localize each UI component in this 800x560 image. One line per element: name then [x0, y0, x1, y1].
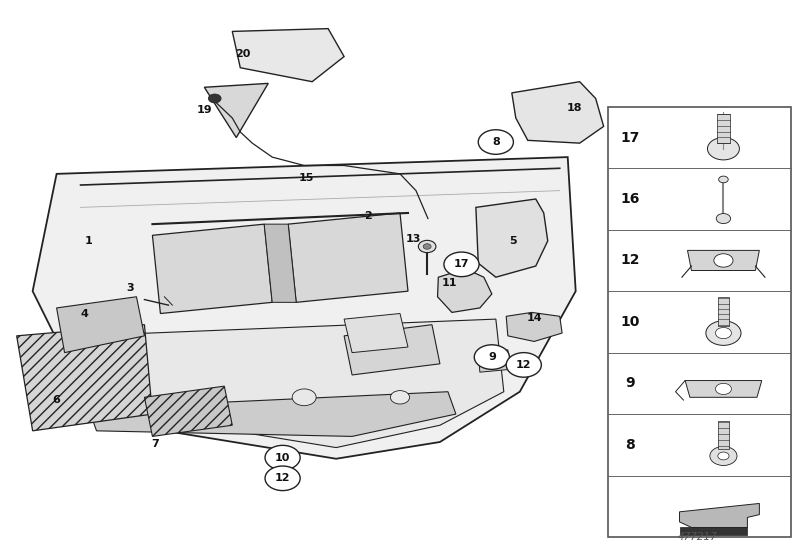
- Text: 1: 1: [85, 236, 93, 246]
- Text: 4: 4: [81, 309, 89, 319]
- Text: 18: 18: [566, 103, 582, 113]
- Text: 8: 8: [492, 137, 500, 147]
- Text: 12: 12: [516, 360, 531, 370]
- Text: 6: 6: [53, 395, 61, 405]
- Text: 8: 8: [625, 438, 635, 452]
- Circle shape: [444, 252, 479, 277]
- Text: 13: 13: [406, 234, 422, 244]
- Polygon shape: [145, 386, 232, 436]
- Circle shape: [418, 240, 436, 253]
- Text: 17: 17: [620, 130, 640, 144]
- Polygon shape: [153, 224, 272, 314]
- Polygon shape: [687, 250, 759, 270]
- Circle shape: [484, 355, 500, 366]
- Text: 2: 2: [364, 211, 372, 221]
- Circle shape: [715, 384, 731, 394]
- Polygon shape: [288, 213, 408, 302]
- Circle shape: [706, 321, 741, 346]
- Circle shape: [208, 94, 221, 103]
- Circle shape: [716, 213, 730, 223]
- Circle shape: [710, 446, 737, 465]
- Polygon shape: [679, 503, 759, 528]
- Polygon shape: [718, 421, 729, 449]
- Polygon shape: [438, 269, 492, 312]
- Text: 7: 7: [151, 438, 158, 449]
- Circle shape: [423, 244, 431, 249]
- Polygon shape: [204, 83, 268, 138]
- Text: 11: 11: [442, 278, 458, 288]
- Polygon shape: [89, 392, 456, 436]
- Text: 10: 10: [275, 452, 290, 463]
- Polygon shape: [57, 297, 145, 353]
- Circle shape: [715, 328, 731, 339]
- Circle shape: [390, 391, 410, 404]
- Text: 19: 19: [197, 105, 212, 115]
- Polygon shape: [232, 29, 344, 82]
- Polygon shape: [17, 325, 153, 431]
- Circle shape: [265, 466, 300, 491]
- Text: 9: 9: [488, 352, 496, 362]
- Text: 10: 10: [620, 315, 640, 329]
- Text: 3: 3: [126, 283, 134, 293]
- Circle shape: [474, 345, 510, 370]
- Circle shape: [718, 452, 729, 460]
- Text: 12: 12: [275, 473, 290, 483]
- Text: 15: 15: [299, 174, 314, 183]
- Polygon shape: [685, 381, 762, 397]
- Text: 17: 17: [454, 259, 470, 269]
- Polygon shape: [478, 350, 510, 372]
- Polygon shape: [65, 319, 504, 447]
- Polygon shape: [717, 114, 730, 143]
- Text: 477217: 477217: [678, 532, 718, 542]
- Circle shape: [707, 138, 739, 160]
- Circle shape: [506, 353, 542, 377]
- Polygon shape: [512, 82, 604, 143]
- Circle shape: [718, 176, 728, 183]
- Polygon shape: [344, 314, 408, 353]
- Text: 16: 16: [620, 192, 640, 206]
- Text: 5: 5: [510, 236, 518, 246]
- Text: 14: 14: [526, 313, 542, 323]
- Polygon shape: [506, 312, 562, 342]
- Polygon shape: [344, 325, 440, 375]
- Polygon shape: [608, 107, 791, 537]
- Circle shape: [478, 130, 514, 155]
- Circle shape: [265, 445, 300, 470]
- Circle shape: [714, 254, 733, 267]
- Text: 20: 20: [235, 49, 250, 59]
- Circle shape: [292, 389, 316, 405]
- Polygon shape: [718, 297, 729, 326]
- Polygon shape: [264, 224, 296, 302]
- Polygon shape: [679, 528, 747, 535]
- Polygon shape: [33, 157, 576, 459]
- Polygon shape: [476, 199, 548, 277]
- Text: 12: 12: [620, 254, 640, 268]
- Text: 9: 9: [625, 376, 635, 390]
